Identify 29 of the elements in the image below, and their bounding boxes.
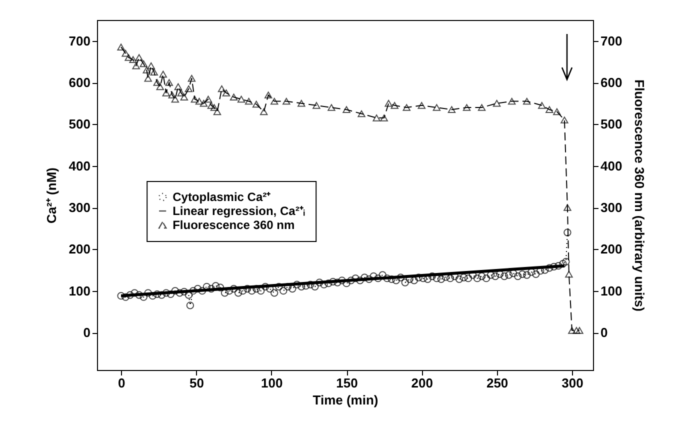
y2-tick-label: 100 [600,283,622,298]
x-tick-label: 200 [411,376,434,390]
y-tick-label: 100 [68,283,90,298]
legend-label: Fluorescence 360 nm [172,218,295,232]
y2-tick-label: 700 [600,33,622,48]
legend-label: Linear regression, Ca²⁺ᵢ [172,204,306,218]
y2-tick-label: 300 [600,200,622,215]
y-tick-label: 400 [68,158,90,174]
y-tick-label: 600 [68,75,90,90]
y-tick-label: 200 [68,242,90,257]
y2-tick-label: 500 [600,116,622,132]
x-tick-label: 0 [118,376,126,390]
y2-axis-title: Fluorescence 360 nm (arbitrary units) [632,80,648,312]
y2-tick-label: 400 [600,158,622,174]
x-tick-label: 250 [486,376,508,390]
y-tick-label: 500 [68,116,90,132]
x-tick-label: 100 [261,376,283,390]
y2-tick-label: 0 [600,325,608,340]
x-tick-label: 50 [189,376,204,390]
y-tick-label: 300 [68,200,90,215]
y-tick-label: 700 [68,33,90,48]
y2-tick-label: 600 [600,75,622,90]
x-tick-label: 300 [562,376,584,390]
x-tick-label: 150 [336,376,358,390]
legend-label: Cytoplasmic Ca²⁺ [172,190,271,204]
y-tick-label: 0 [83,325,90,340]
y-axis-title: Ca²⁺ (nM) [44,168,59,224]
x-axis-title: Time (min) [312,392,378,408]
y2-tick-label: 200 [600,242,622,257]
